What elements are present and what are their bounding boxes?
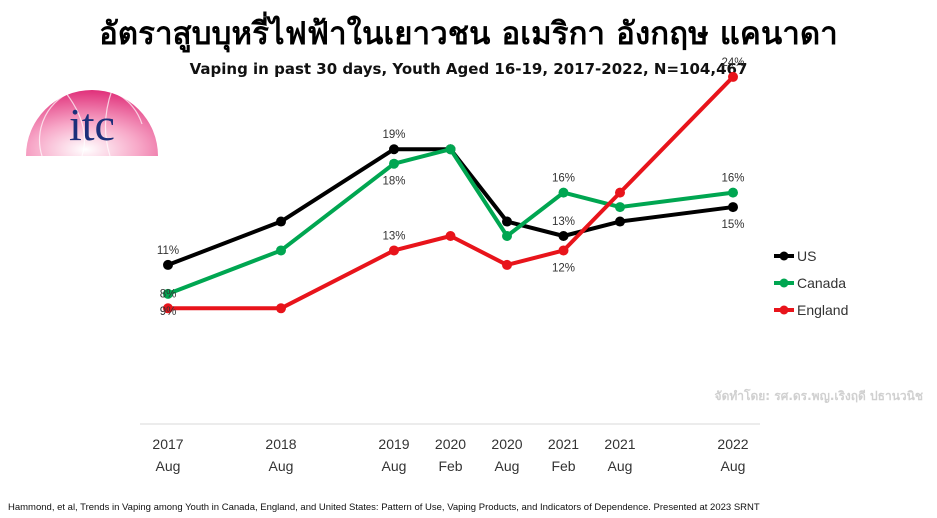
data-point-england bbox=[276, 303, 286, 314]
series-line-canada bbox=[166, 147, 735, 296]
data-point-canada bbox=[558, 187, 569, 198]
data-label: 18% bbox=[382, 176, 405, 188]
x-tick-month: Aug bbox=[721, 458, 746, 474]
data-point-england bbox=[615, 187, 625, 198]
data-point-england bbox=[502, 259, 512, 270]
data-label: 13% bbox=[382, 230, 405, 242]
itc-logo: itc bbox=[26, 86, 158, 156]
x-tick-year: 2022 bbox=[717, 436, 748, 452]
x-tick-month: Aug bbox=[269, 458, 294, 474]
legend-marker bbox=[779, 278, 789, 288]
data-label: 13% bbox=[552, 216, 575, 228]
x-tick-year: 2020 bbox=[491, 436, 522, 452]
data-label: 16% bbox=[552, 173, 575, 185]
data-label: 9% bbox=[160, 306, 177, 318]
legend-label: Canada bbox=[797, 275, 846, 291]
x-tick-month: Feb bbox=[438, 458, 462, 474]
x-tick-month: Aug bbox=[495, 458, 520, 474]
data-point-us bbox=[728, 202, 738, 213]
legend-marker bbox=[779, 305, 789, 315]
credit-text: จัดทำโดย: รศ.ดร.พญ.เริงฤดี ปธานวนิช bbox=[714, 389, 923, 403]
series-line-england bbox=[166, 74, 735, 311]
data-point-england bbox=[728, 71, 738, 82]
legend-marker bbox=[779, 251, 789, 261]
data-point-canada bbox=[445, 144, 456, 155]
data-label: 11% bbox=[157, 245, 179, 257]
x-tick-year: 2020 bbox=[435, 436, 466, 452]
data-point-us bbox=[163, 259, 173, 270]
data-point-canada bbox=[502, 231, 512, 241]
data-point-canada bbox=[389, 158, 399, 169]
svg-text:itc: itc bbox=[69, 99, 115, 150]
x-tick-month: Aug bbox=[608, 458, 633, 474]
data-label: 24% bbox=[721, 57, 744, 69]
data-point-us bbox=[389, 144, 399, 155]
chart-subtitle: Vaping in past 30 days, Youth Aged 16-19… bbox=[189, 60, 748, 78]
x-tick-month: Aug bbox=[382, 458, 407, 474]
data-point-canada bbox=[276, 245, 286, 256]
x-tick-year: 2019 bbox=[378, 436, 409, 452]
series-line-us bbox=[166, 147, 735, 267]
data-point-canada bbox=[163, 288, 173, 299]
data-label: 8% bbox=[160, 288, 177, 300]
footnote-text: Hammond, et al, Trends in Vaping among Y… bbox=[8, 502, 760, 513]
data-label: 16% bbox=[721, 173, 744, 185]
data-point-england bbox=[558, 245, 569, 256]
x-tick-year: 2021 bbox=[548, 436, 579, 452]
x-tick-year: 2021 bbox=[604, 436, 635, 452]
data-point-canada bbox=[728, 187, 738, 198]
data-label: 15% bbox=[721, 219, 744, 231]
data-point-england bbox=[445, 231, 456, 241]
x-tick-year: 2018 bbox=[265, 436, 296, 452]
x-tick-month: Feb bbox=[551, 458, 575, 474]
data-point-us bbox=[276, 216, 286, 227]
x-tick-year: 2017 bbox=[152, 436, 183, 452]
data-point-england bbox=[389, 245, 399, 256]
data-point-us bbox=[502, 216, 512, 227]
legend-label: US bbox=[797, 248, 816, 264]
data-label: 19% bbox=[382, 129, 405, 141]
legend-label: England bbox=[797, 302, 848, 318]
data-point-england bbox=[163, 303, 173, 314]
data-point-us bbox=[615, 216, 625, 227]
x-tick-month: Aug bbox=[156, 458, 181, 474]
data-point-us bbox=[558, 231, 569, 241]
page-title: อัตราสูบบุหรี่ไฟฟ้าในเยาวชน อเมริกา อังก… bbox=[99, 16, 838, 52]
data-point-canada bbox=[615, 202, 625, 213]
data-label: 12% bbox=[552, 262, 575, 274]
